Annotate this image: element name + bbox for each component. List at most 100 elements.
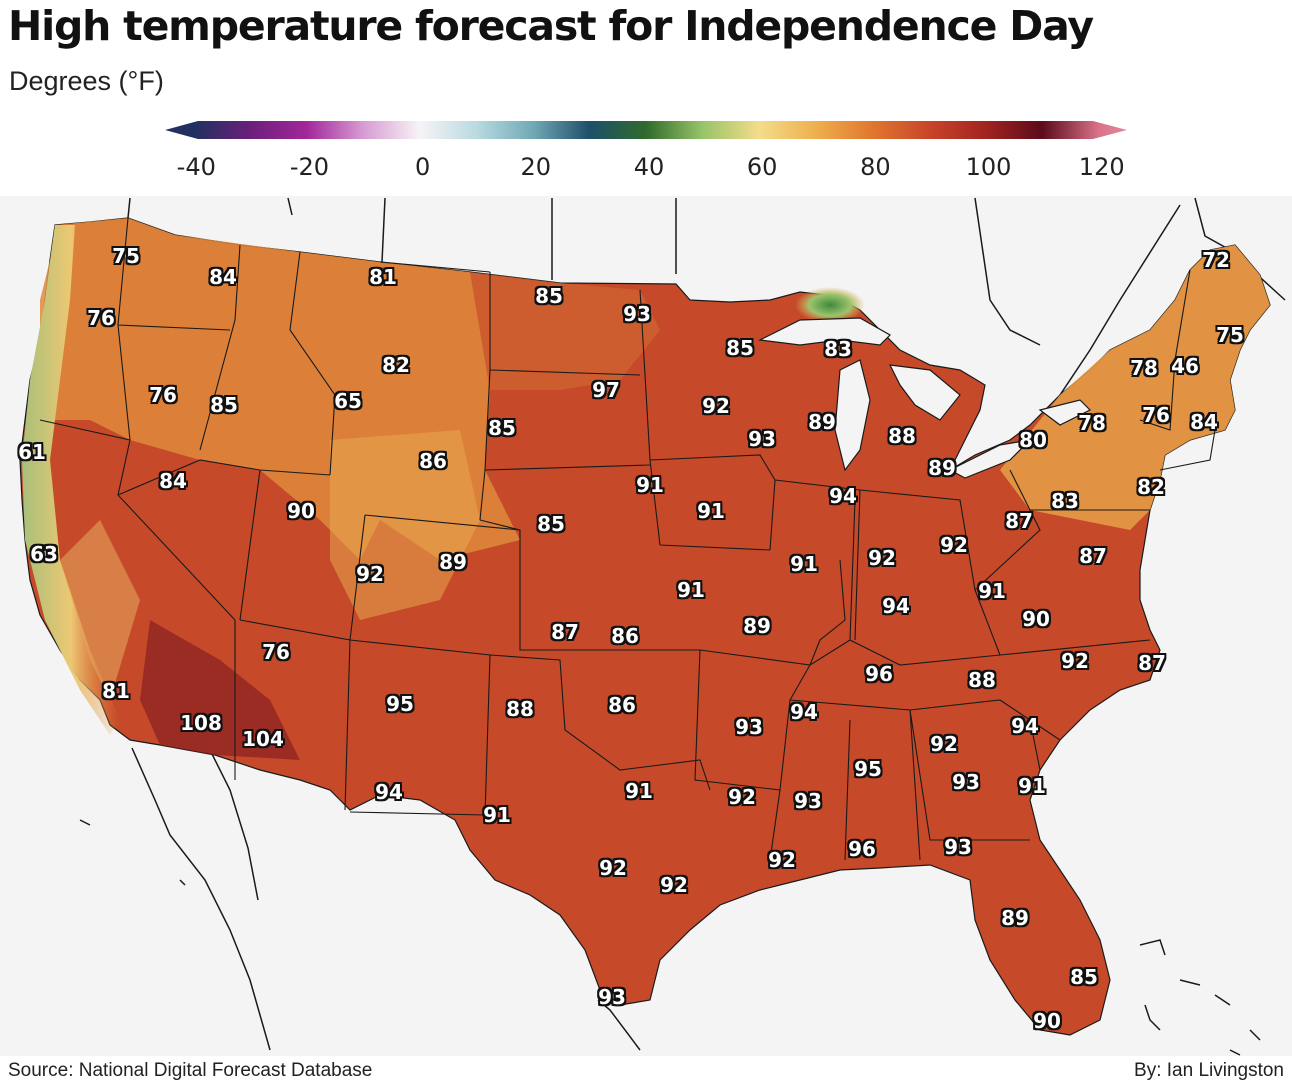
desert-southwest-shade — [140, 620, 300, 760]
city-temp-label: 90 — [287, 499, 315, 523]
chart-title: High temperature forecast for Independen… — [8, 2, 1094, 50]
city-temp-label: 91 — [483, 803, 511, 827]
city-temp-label: 80 — [1019, 428, 1047, 452]
city-temp-label: 92 — [1061, 649, 1089, 673]
northeast-region-shade — [1000, 245, 1270, 530]
city-temp-label: 46 — [1171, 354, 1199, 378]
chart-subtitle: Degrees (°F) — [9, 66, 164, 96]
city-temp-label: 84 — [1190, 410, 1218, 434]
city-temp-label: 94 — [1011, 714, 1039, 738]
city-temp-label: 90 — [1022, 607, 1050, 631]
city-temp-label: 84 — [159, 469, 187, 493]
colorado-rockies-shade — [330, 430, 480, 620]
city-temp-label: 88 — [968, 668, 996, 692]
city-temp-label: 76 — [1142, 403, 1170, 427]
byline-credit: By: Ian Livingston — [1134, 1060, 1284, 1081]
city-temp-label: 65 — [334, 389, 362, 413]
city-temp-label: 81 — [102, 679, 130, 703]
legend-tick-label: -20 — [289, 153, 330, 181]
city-temp-label: 93 — [944, 835, 972, 859]
city-temp-label: 92 — [702, 394, 730, 418]
city-temp-label: 72 — [1202, 248, 1230, 272]
city-temp-label: 87 — [1138, 651, 1166, 675]
upper-michigan-cool-patch — [795, 287, 865, 323]
city-temp-label: 91 — [697, 499, 725, 523]
city-temp-label: 85 — [488, 416, 516, 440]
city-temp-label: 88 — [506, 697, 534, 721]
city-temp-label: 92 — [599, 856, 627, 880]
city-temp-label: 92 — [768, 848, 796, 872]
city-temp-label: 92 — [356, 562, 384, 586]
legend-tick-label: 80 — [860, 153, 891, 181]
city-temp-label: 78 — [1130, 356, 1158, 380]
city-temp-label: 89 — [743, 614, 771, 638]
city-temp-label: 93 — [623, 302, 651, 326]
legend-tick-label: -40 — [176, 153, 216, 181]
city-temp-label: 81 — [369, 265, 397, 289]
northern-plains-shade — [470, 272, 660, 390]
temperature-color-legend — [165, 121, 1127, 139]
city-temp-label: 91 — [677, 578, 705, 602]
us-temperature-map — [0, 196, 1292, 1056]
city-temp-label: 87 — [1079, 544, 1107, 568]
city-temp-label: 89 — [808, 410, 836, 434]
city-temp-label: 91 — [790, 552, 818, 576]
coastal-california-shade — [60, 520, 140, 700]
city-temp-label: 91 — [978, 579, 1006, 603]
city-temp-label: 108 — [180, 711, 222, 735]
city-temp-label: 94 — [790, 700, 818, 724]
city-temp-label: 75 — [112, 244, 140, 268]
city-temp-label: 93 — [748, 427, 776, 451]
city-temp-label: 78 — [1078, 411, 1106, 435]
city-temp-label: 86 — [608, 693, 636, 717]
city-temp-label: 87 — [551, 620, 579, 644]
city-temp-label: 95 — [386, 692, 414, 716]
west-coast-cool-strip — [22, 225, 120, 735]
state-borders — [39, 217, 1216, 861]
legend-tick-label: 0 — [415, 153, 431, 181]
city-temp-label: 92 — [940, 533, 968, 557]
city-temp-label: 94 — [829, 484, 857, 508]
city-temp-label: 82 — [1137, 475, 1165, 499]
city-temp-label: 92 — [728, 785, 756, 809]
city-temp-label: 82 — [382, 353, 410, 377]
source-credit: Source: National Digital Forecast Databa… — [8, 1060, 373, 1081]
legend-tick-label: 20 — [520, 153, 552, 181]
city-temp-label: 84 — [209, 265, 237, 289]
city-temp-label: 83 — [1051, 489, 1079, 513]
city-temp-label: 94 — [882, 594, 910, 618]
city-temp-label: 75 — [1216, 323, 1244, 347]
city-temp-label: 85 — [537, 512, 565, 536]
legend-tick-label: 100 — [965, 153, 1012, 181]
city-temp-label: 83 — [824, 337, 852, 361]
city-temp-label: 76 — [87, 306, 115, 330]
city-temp-label: 76 — [149, 383, 177, 407]
city-temp-label: 92 — [660, 873, 688, 897]
city-temp-label: 92 — [930, 732, 958, 756]
border-lines — [127, 197, 1286, 1051]
great-lakes — [757, 317, 1092, 479]
city-temp-label: 89 — [1001, 906, 1029, 930]
city-temp-label: 93 — [735, 715, 763, 739]
legend-tick-label: 60 — [746, 153, 778, 181]
city-temp-label: 94 — [375, 780, 403, 804]
city-temp-label: 88 — [888, 424, 916, 448]
legend-tick-label: 120 — [1078, 153, 1125, 181]
city-temp-label: 61 — [18, 440, 46, 464]
city-temp-label: 95 — [854, 757, 882, 781]
city-temp-label: 92 — [868, 546, 896, 570]
city-temp-label: 96 — [848, 837, 876, 861]
city-temp-label: 93 — [952, 770, 980, 794]
city-temp-label: 91 — [1018, 774, 1046, 798]
city-temp-label: 76 — [262, 640, 290, 664]
city-temp-label: 97 — [592, 378, 620, 402]
city-temp-label: 85 — [1070, 965, 1098, 989]
city-temp-label: 85 — [726, 336, 754, 360]
city-temp-label: 85 — [535, 284, 563, 308]
city-temp-label: 91 — [625, 779, 653, 803]
city-temp-label: 86 — [419, 449, 447, 473]
city-temp-label: 104 — [242, 727, 284, 751]
city-temp-label: 90 — [1033, 1009, 1061, 1033]
city-temp-label: 87 — [1005, 509, 1033, 533]
city-temp-label: 89 — [439, 550, 467, 574]
